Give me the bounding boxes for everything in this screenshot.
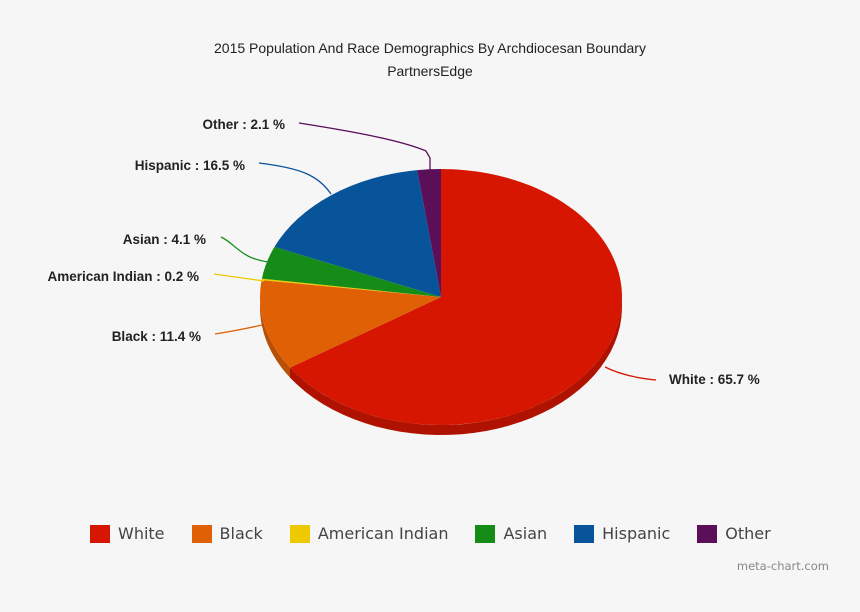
- legend-swatch-icon: [475, 524, 496, 543]
- legend-label: American Indian: [317, 524, 449, 543]
- legend-item-asian[interactable]: Asian: [475, 524, 547, 543]
- legend-swatch-icon: [289, 524, 310, 543]
- label-asian: Asian : 4.1 %: [123, 232, 206, 247]
- pie-slices: [259, 169, 622, 425]
- slice-white[interactable]: [290, 169, 622, 425]
- credit-link[interactable]: meta-chart.com: [736, 559, 829, 573]
- slice-american-indian[interactable]: [261, 278, 441, 297]
- chart-legend: White Black American Indian Asian Hispan…: [90, 524, 798, 543]
- legend-item-hispanic[interactable]: Hispanic: [574, 524, 670, 543]
- legend-label: Other: [725, 524, 771, 543]
- slice-hispanic[interactable]: [274, 170, 441, 297]
- leader-lines: [213, 122, 657, 381]
- chart-title: 2015 Population And Race Demographics By…: [214, 40, 646, 56]
- legend-label: Asian: [503, 524, 548, 543]
- label-black: Black : 11.4 %: [112, 329, 201, 344]
- leader-black: [214, 324, 263, 335]
- chart-subtitle: PartnersEdge: [387, 63, 473, 79]
- legend-item-american-indian[interactable]: American Indian: [289, 524, 449, 543]
- legend-item-other[interactable]: Other: [697, 524, 771, 543]
- leader-asian: [220, 236, 269, 263]
- legend-swatch-icon: [90, 524, 110, 543]
- label-american-indian: American Indian : 0.2 %: [47, 269, 199, 284]
- label-other: Other : 2.1 %: [202, 117, 285, 132]
- leader-american-indian: [213, 273, 265, 282]
- legend-swatch-icon: [574, 524, 595, 543]
- slice-black[interactable]: [259, 280, 441, 368]
- slice-other[interactable]: [417, 169, 441, 297]
- legend-label: Black: [219, 524, 263, 543]
- legend-item-black[interactable]: Black: [191, 524, 263, 543]
- label-hispanic: Hispanic : 16.5 %: [135, 158, 245, 173]
- legend-swatch-icon: [191, 524, 212, 543]
- slice-side-black: [260, 295, 290, 378]
- legend-label: Hispanic: [602, 524, 671, 543]
- pie-depth: [260, 295, 622, 435]
- leader-white: [604, 366, 657, 381]
- data-labels: White : 65.7 % Black : 11.4 % American I…: [47, 117, 759, 387]
- leader-other: [298, 122, 431, 170]
- leader-hispanic: [258, 162, 332, 195]
- legend-swatch-icon: [697, 524, 718, 543]
- label-white: White : 65.7 %: [669, 372, 760, 387]
- slice-asian[interactable]: [261, 246, 441, 297]
- legend-label: White: [118, 524, 165, 543]
- legend-item-white[interactable]: White: [90, 524, 165, 543]
